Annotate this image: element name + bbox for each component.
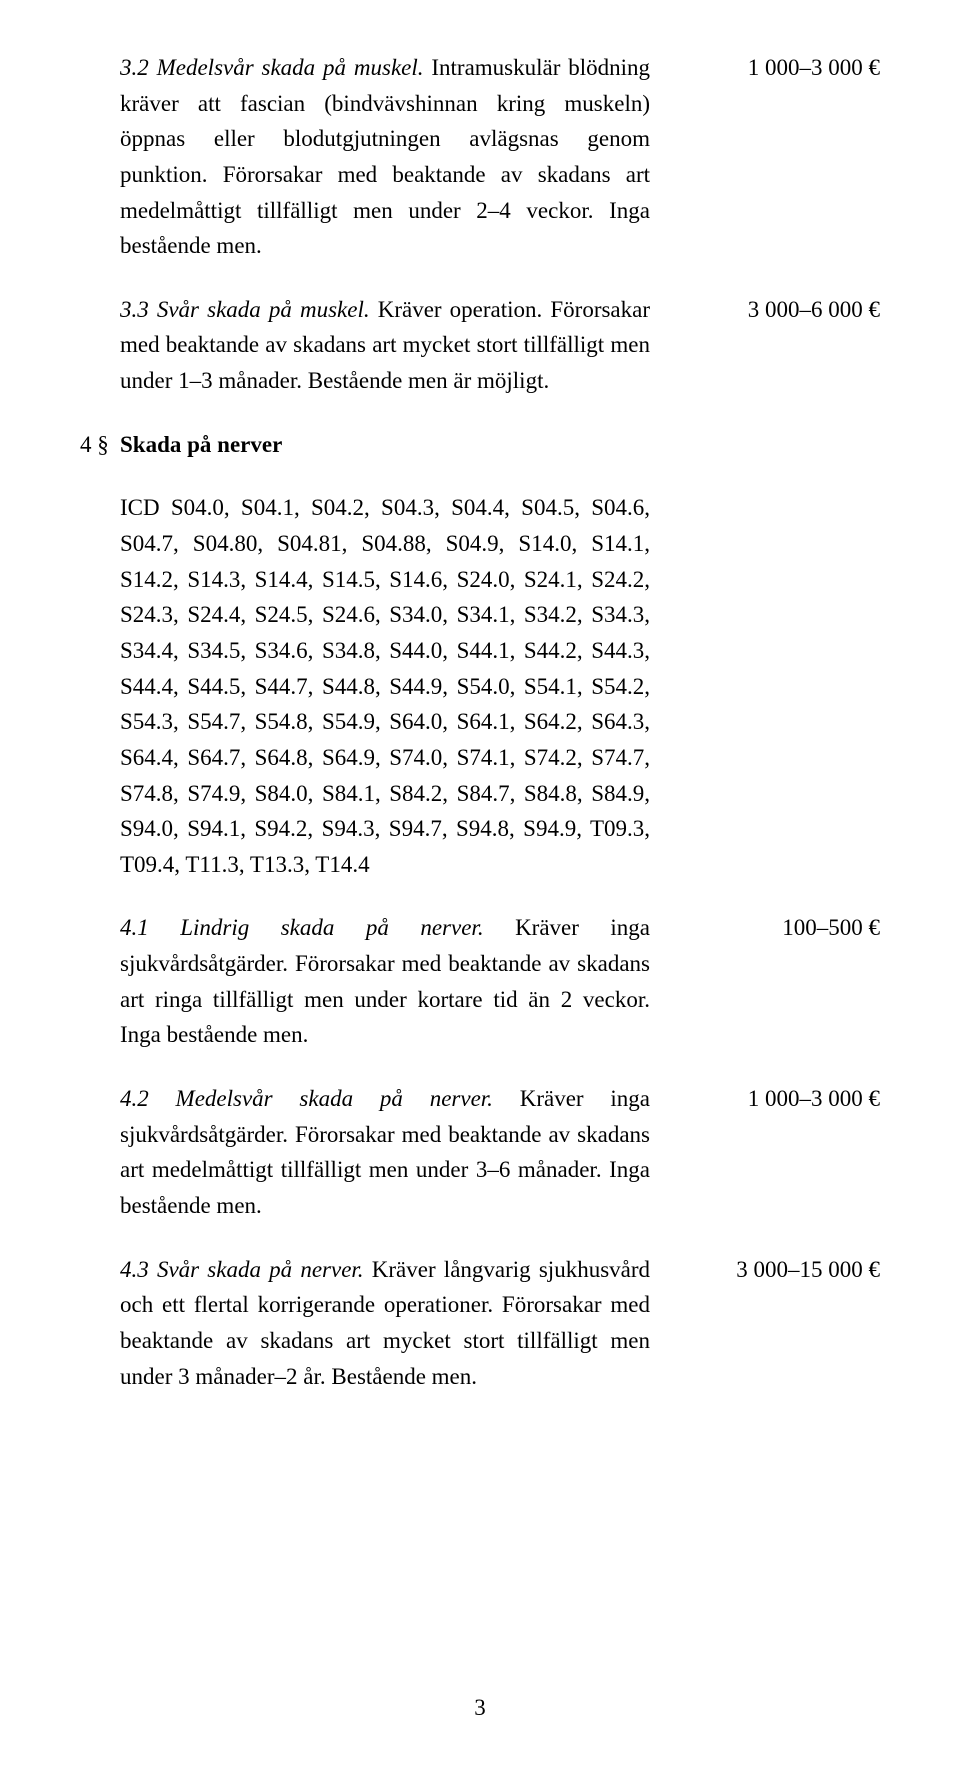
entry-amount: 1 000–3 000 €	[650, 1081, 880, 1224]
entry-amount: 100–500 €	[650, 910, 880, 1053]
icd-right-spacer	[650, 490, 880, 882]
entry-3-2: 3.2 Medelsvår skada på muskel. Intramusk…	[80, 50, 880, 264]
icd-code-block: ICD S04.0, S04.1, S04.2, S04.3, S04.4, S…	[80, 490, 880, 882]
entry-italic-title: 4.1 Lindrig skada på nerver.	[120, 915, 484, 940]
entry-body: 4.3 Svår skada på nerver. Kräver långvar…	[120, 1252, 650, 1395]
entry-body: 3.2 Medelsvår skada på muskel. Intramusk…	[120, 50, 650, 264]
entry-body: 4.1 Lindrig skada på nerver. Kräver inga…	[120, 910, 650, 1053]
entry-body: 3.3 Svår skada på muskel. Kräver operati…	[120, 292, 650, 399]
icd-left-spacer	[80, 490, 120, 882]
entry-italic-title: 4.2 Medelsvår skada på nerver.	[120, 1086, 493, 1111]
section-title: Skada på nerver	[120, 427, 650, 463]
section-4-heading: 4 § Skada på nerver	[80, 427, 880, 463]
page-number: 3	[0, 1695, 960, 1721]
entry-body-text: Intramuskulär blödning kräver att fascia…	[120, 55, 650, 258]
document-page: 3.2 Medelsvår skada på muskel. Intramusk…	[0, 0, 960, 1769]
entry-italic-title: 3.3 Svår skada på muskel.	[120, 297, 370, 322]
entry-left-marker	[80, 50, 120, 264]
entry-italic-title: 4.3 Svår skada på nerver.	[120, 1257, 364, 1282]
entry-left-marker	[80, 1081, 120, 1224]
entry-left-marker	[80, 292, 120, 399]
entry-amount: 3 000–15 000 €	[650, 1252, 880, 1395]
entry-4-1: 4.1 Lindrig skada på nerver. Kräver inga…	[80, 910, 880, 1053]
entry-3-3: 3.3 Svår skada på muskel. Kräver operati…	[80, 292, 880, 399]
entry-amount: 1 000–3 000 €	[650, 50, 880, 264]
entry-amount: 3 000–6 000 €	[650, 292, 880, 399]
entry-4-3: 4.3 Svår skada på nerver. Kräver långvar…	[80, 1252, 880, 1395]
entry-left-marker	[80, 910, 120, 1053]
section-right-spacer	[650, 427, 880, 463]
entry-4-2: 4.2 Medelsvår skada på nerver. Kräver in…	[80, 1081, 880, 1224]
icd-codes: ICD S04.0, S04.1, S04.2, S04.3, S04.4, S…	[120, 490, 650, 882]
section-marker: 4 §	[80, 427, 120, 463]
entry-italic-title: 3.2 Medelsvår skada på muskel.	[120, 55, 424, 80]
entry-left-marker	[80, 1252, 120, 1395]
entry-body: 4.2 Medelsvår skada på nerver. Kräver in…	[120, 1081, 650, 1224]
